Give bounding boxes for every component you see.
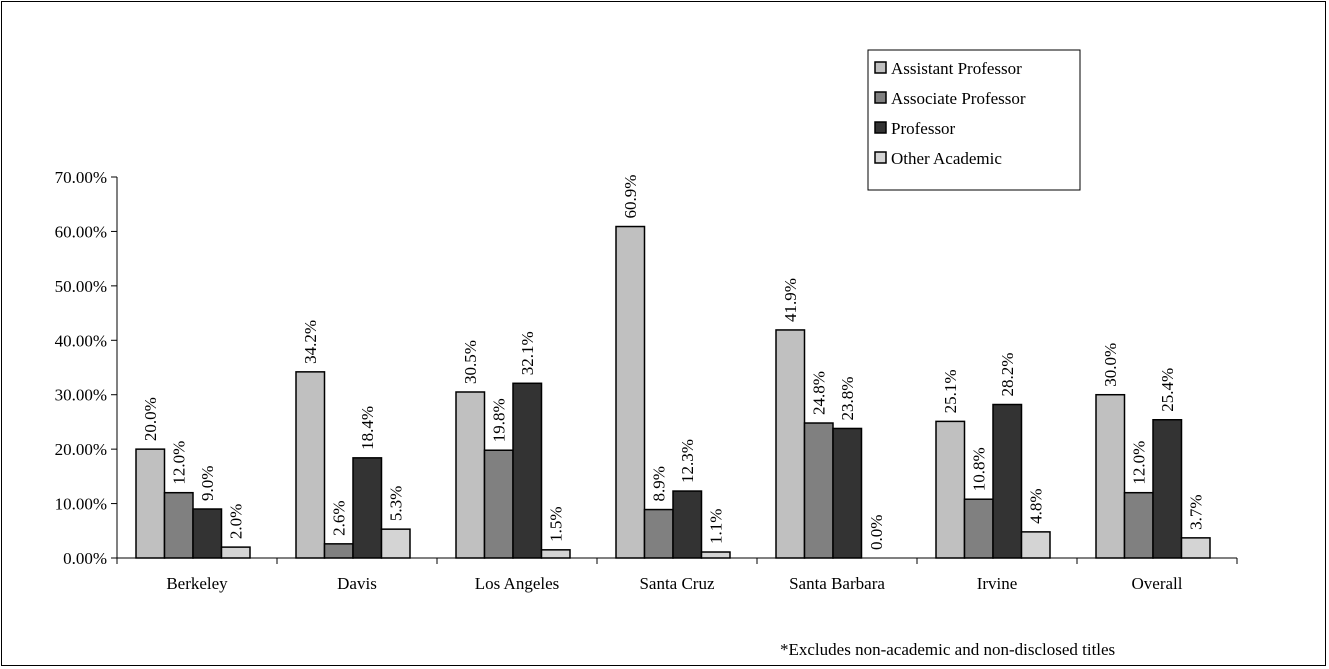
data-label: 2.0% [227,504,246,539]
category-label: Berkeley [166,574,228,593]
bar [323,543,354,559]
bar [1152,419,1183,559]
data-label: 12.0% [1130,441,1149,485]
bar [615,225,646,559]
data-label: 41.9% [781,278,800,322]
legend-box [867,49,1081,191]
data-label: 18.4% [358,406,377,450]
data-label: 3.7% [1187,494,1206,529]
legend-swatch [874,151,887,164]
y-tick-label: 0.00% [63,549,107,568]
y-tick-label: 20.00% [55,440,107,459]
bar [455,391,486,559]
bar [775,329,806,559]
bar [380,528,411,559]
data-label: 12.0% [170,441,189,485]
data-label: 0.0% [867,515,886,550]
bar [1095,393,1126,559]
data-label: 25.4% [1158,368,1177,412]
bar [700,551,731,559]
y-tick-label: 60.00% [55,222,107,241]
data-label: 2.6% [330,500,349,535]
data-label: 19.8% [490,398,509,442]
data-label: 12.3% [678,439,697,483]
legend-swatch [874,61,887,74]
legend-label: Associate Professor [891,89,1026,108]
data-label: 28.2% [998,353,1017,397]
bar [643,508,674,559]
bar [935,420,966,559]
legend-label: Other Academic [891,149,1002,168]
bar [163,491,194,559]
bar [1180,537,1211,559]
data-label: 10.8% [970,447,989,491]
bar [832,427,863,559]
legend-swatch [874,91,887,104]
legend-label: Professor [891,119,956,138]
data-label: 25.1% [941,369,960,413]
bar [483,449,514,559]
data-label: 20.0% [141,397,160,441]
category-label: Irvine [977,574,1018,593]
data-label: 4.8% [1027,488,1046,523]
bar [135,448,166,559]
data-label: 32.1% [518,331,537,375]
bar [963,498,994,559]
y-tick-label: 40.00% [55,331,107,350]
data-label: 24.8% [810,371,829,415]
bar [803,422,834,559]
data-label: 34.2% [301,320,320,364]
footnote: *Excludes non-academic and non-disclosed… [780,640,1116,659]
legend-swatch [874,121,887,134]
category-label: Overall [1132,574,1183,593]
category-label: Santa Barbara [789,574,885,593]
data-label: 5.3% [387,486,406,521]
y-tick-label: 70.00% [55,168,107,187]
category-label: Santa Cruz [639,574,715,593]
y-tick-label: 10.00% [55,495,107,514]
data-label: 9.0% [198,466,217,501]
legend-label: Assistant Professor [891,59,1022,78]
bar [1123,491,1154,559]
bar [672,490,703,559]
bar [512,382,543,559]
data-label: 30.5% [461,340,480,384]
bar [220,546,251,559]
data-label: 1.1% [707,509,726,544]
data-label: 1.5% [547,506,566,541]
y-tick-label: 30.00% [55,386,107,405]
category-label: Los Angeles [475,574,560,593]
bar [192,508,223,559]
category-label: Davis [337,574,377,593]
bar [1020,531,1051,559]
data-label: 8.9% [650,466,669,501]
data-label: 30.0% [1101,343,1120,387]
data-label: 23.8% [838,377,857,421]
bar [540,549,571,559]
data-label: 60.9% [621,175,640,219]
bar [295,371,326,559]
bar [992,403,1023,559]
bar [352,457,383,559]
y-tick-label: 50.00% [55,277,107,296]
